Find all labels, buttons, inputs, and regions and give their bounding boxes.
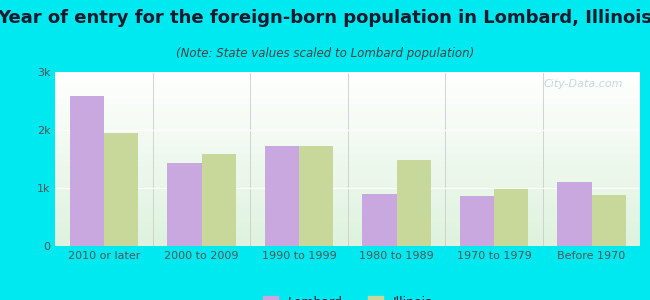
Bar <box>168 163 202 246</box>
Bar <box>265 146 299 246</box>
Text: City-Data.com: City-Data.com <box>543 79 623 89</box>
Bar <box>592 195 625 246</box>
Bar <box>460 196 494 246</box>
Legend: Lombard, Illinois: Lombard, Illinois <box>258 290 437 300</box>
Bar <box>494 189 528 246</box>
Bar <box>558 182 592 246</box>
Text: (Note: State values scaled to Lombard population): (Note: State values scaled to Lombard po… <box>176 46 474 59</box>
Bar <box>363 194 396 246</box>
Bar <box>396 160 430 246</box>
Bar <box>104 134 138 246</box>
Bar <box>202 154 235 246</box>
Bar <box>299 146 333 246</box>
Bar <box>70 96 104 246</box>
Text: Year of entry for the foreign-born population in Lombard, Illinois: Year of entry for the foreign-born popul… <box>0 9 650 27</box>
